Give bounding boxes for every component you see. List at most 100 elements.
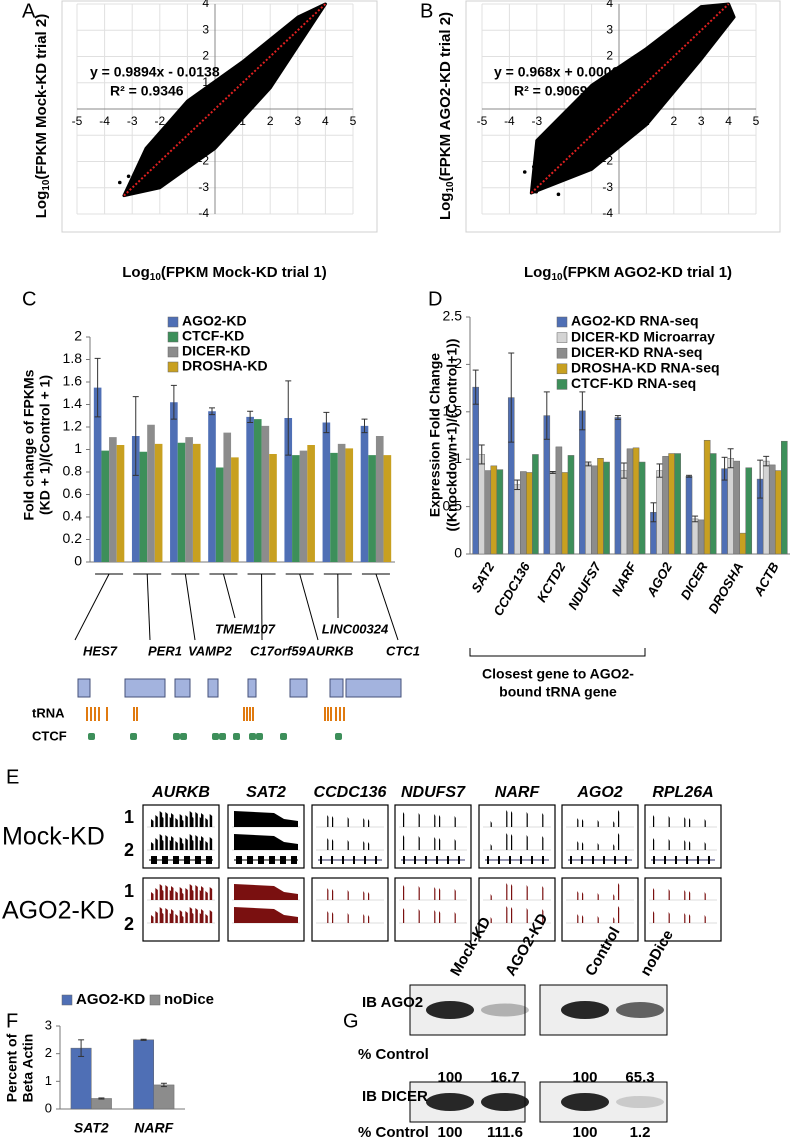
exon (570, 856, 572, 864)
exon (425, 856, 427, 864)
point (633, 98, 638, 102)
track-box (561, 877, 639, 942)
percent-value: 1.2 (630, 1124, 651, 1141)
axis-label-part: (FPKM AGO2-KD trial 2) (437, 12, 454, 181)
band (561, 1093, 609, 1111)
point (160, 146, 165, 150)
bar (774, 470, 782, 555)
y-tick-label: 1.8 (63, 350, 83, 366)
x-tick-label: 2 (670, 114, 677, 128)
axis-label-part: (FPKM Mock-KD trial 1) (161, 264, 327, 281)
y-tick-label: 1 (74, 440, 82, 456)
y-tick-label: 1.4 (63, 395, 83, 411)
point (575, 133, 580, 138)
legend-swatch (167, 361, 179, 373)
gene-box (174, 678, 191, 698)
point (623, 115, 627, 119)
panel-letter: C (22, 288, 36, 310)
point (612, 132, 617, 136)
point (203, 111, 208, 116)
exon (280, 856, 286, 864)
gene-box (247, 678, 257, 698)
coverage (151, 907, 213, 923)
gene-label: VAMP2 (188, 643, 233, 658)
bar (93, 387, 102, 562)
x-tick-label: SAT2 (468, 559, 498, 595)
bar (762, 460, 770, 555)
row-label: AGO2-KD (2, 897, 115, 925)
axis-label: Log10(FPKM AGO2-KD trial 1) (524, 264, 732, 283)
gene-label: PER1 (148, 643, 182, 658)
equation: y = 0.9894x - 0.0138 (90, 64, 220, 80)
point (260, 53, 265, 57)
legend-swatch (61, 994, 73, 1006)
legend-label: CTCF-KD RNA-seq (571, 375, 696, 391)
bar (603, 461, 610, 555)
exon (258, 856, 264, 864)
gene-header: SAT2 (246, 784, 286, 801)
exon (664, 856, 666, 864)
coverage (577, 883, 620, 900)
legend-swatch (167, 346, 179, 358)
exon (414, 856, 416, 864)
y-tick-label: 4 (202, 0, 209, 10)
bar (703, 439, 711, 555)
axis-label-part: Log (122, 264, 150, 281)
chart-frame (61, 0, 378, 233)
bar (223, 432, 232, 562)
legend-swatch (556, 379, 568, 390)
axis-label-sub: 10 (150, 272, 162, 283)
gene-header: AURKB (151, 784, 210, 801)
bar (727, 458, 734, 555)
exon (509, 856, 511, 864)
bar (170, 402, 178, 562)
ctcf-track (88, 733, 342, 740)
replicate-label: 2 (124, 914, 134, 934)
panel-letter: F (6, 1010, 18, 1032)
point (249, 68, 254, 73)
bar (261, 425, 270, 562)
x-tick-label: 4 (322, 114, 329, 128)
coverage (234, 834, 298, 850)
point (545, 172, 549, 177)
axis-label-part: (FPKM Mock-KD trial 2) (33, 14, 50, 180)
bar (345, 448, 354, 562)
y-tick-label: 3 (606, 22, 613, 36)
point (126, 174, 131, 179)
panel-letter: D (428, 288, 442, 310)
point (192, 109, 197, 114)
exon (697, 856, 699, 864)
panel-letter: E (6, 766, 19, 788)
gene-label: TMEM107 (215, 621, 276, 636)
bar (330, 452, 338, 562)
exon (487, 856, 489, 864)
exon (364, 856, 366, 864)
bar (520, 471, 527, 555)
bar (691, 518, 699, 555)
gene-label: LINC00324 (322, 621, 389, 636)
point (610, 107, 614, 111)
coverage (577, 810, 620, 827)
bar (322, 422, 331, 562)
coverage (234, 907, 298, 923)
bar (307, 445, 315, 562)
gene-header: AGO2 (576, 784, 622, 801)
bar (526, 472, 533, 555)
point (621, 126, 626, 131)
y-tick-label: -3 (198, 180, 209, 194)
coverage (151, 811, 213, 827)
point (685, 24, 690, 29)
gene-model (77, 678, 402, 698)
point (169, 157, 174, 161)
point (564, 150, 569, 155)
x-tick-label: 3 (698, 114, 705, 128)
x-tick-label: -4 (99, 114, 110, 128)
point (192, 143, 197, 148)
trendline (123, 3, 327, 197)
gene-box (345, 678, 402, 698)
legend-label: DICER-KD Microarray (571, 328, 715, 344)
coverage (327, 838, 370, 850)
exon (206, 856, 212, 864)
x-tick-label: -5 (477, 114, 488, 128)
point (158, 172, 162, 176)
